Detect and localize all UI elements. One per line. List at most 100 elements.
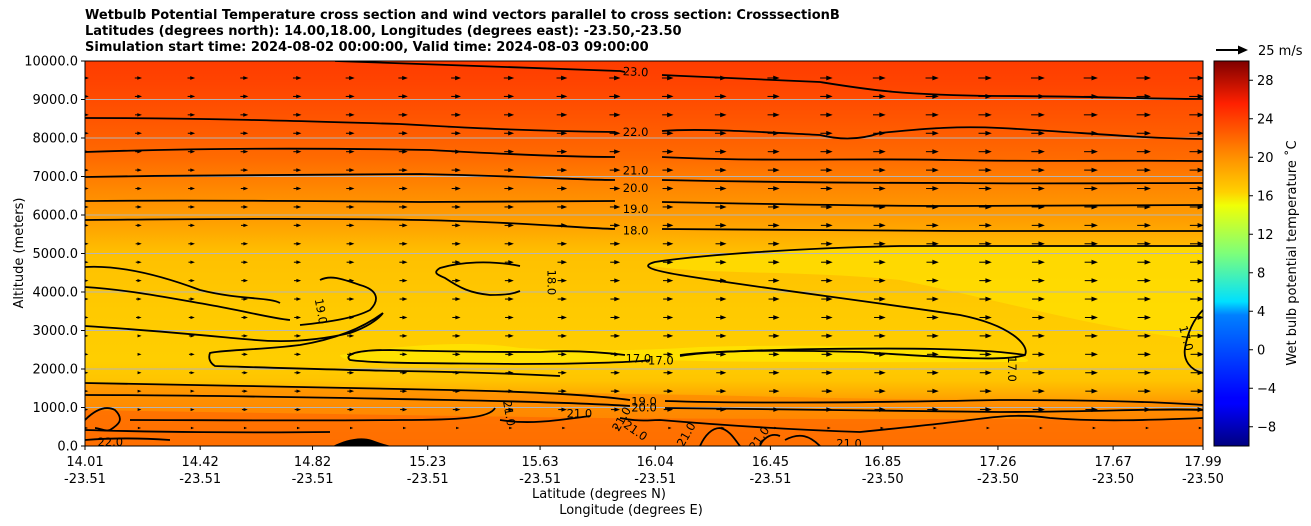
wind-vector [451,186,461,191]
wind-vector [821,278,833,284]
wind-vector [873,167,886,173]
wind-vector [188,352,195,356]
colorbar-tick-label: −8 [1257,420,1276,435]
x-tick-label-lon: -23.51 [749,472,791,487]
wind-vector [399,334,408,338]
wind-vector [610,389,620,394]
x-axis-label-latitude: Latitude (degrees N) [532,487,666,502]
wind-vector [503,112,515,118]
wind-vector [979,241,992,247]
wind-vector [1039,426,1043,430]
wind-vector [662,167,674,173]
y-tick-label: 10000.0 [24,55,78,70]
wind-vector [821,259,833,265]
x-tick-label-lon: -23.51 [634,472,676,487]
contour-18-pocket [435,261,521,296]
wind-vector [1190,315,1203,320]
terrain [333,438,392,446]
wind-vector [1137,370,1151,376]
x-tick-label-lat: 16.45 [752,455,789,470]
wind-vector [85,279,89,282]
wind-vector [505,315,514,320]
wind-vector [610,223,621,228]
wind-vector [663,352,674,357]
wind-vector [662,149,674,155]
wind-vector [399,241,408,246]
wind-vector [663,296,674,302]
contour-lines [85,61,1203,446]
wind-vector [1031,222,1045,228]
wind-vector [1190,351,1203,357]
wind-vector [874,370,886,376]
wind-vector [767,186,780,191]
wind-vector [241,315,248,320]
wind-vector [240,112,249,117]
contour-20-upper [85,173,1203,185]
wind-vector [85,426,89,430]
wind-vector [505,352,514,357]
wind-vector [979,315,992,320]
wind-vector [294,352,302,357]
wind-vector [556,112,568,118]
contour-label: 22.0 [623,125,649,139]
wind-vector [663,315,674,320]
title-line-2: Latitudes (degrees north): 14.00,18.00, … [85,24,682,39]
wind-vector [398,112,408,117]
wind-vector [715,186,727,191]
wind-vector [241,371,248,375]
wind-vector [872,75,886,81]
wind-vector [1190,296,1203,302]
wind-vector [557,315,567,320]
wind-vector [241,242,249,246]
wind-vector [978,149,992,155]
wind-vector [241,260,249,264]
wind-vector [240,149,249,154]
x-tick-label-lon: -23.50 [1092,472,1134,487]
wind-vector [716,333,727,339]
wind-vector [1189,112,1203,118]
x-tick-label-lon: -23.50 [862,472,904,487]
wind-vector [1031,241,1045,247]
wind-vector [1136,167,1151,173]
wind-vector [452,297,461,302]
wind-vector [820,186,833,191]
wind-vector [558,407,567,412]
wind-vector [451,112,461,118]
surface-warm-layer [85,410,1203,446]
wind-vector [241,389,248,393]
x-tick-label-lat: 14.82 [294,455,331,470]
contour-23 [334,61,1203,100]
contour-label: 19.0 [312,297,330,325]
x-tick-label-lat: 14.42 [182,455,219,470]
wind-vector [451,75,462,81]
wind-vector [187,113,196,117]
y-tick-label: 6000.0 [33,209,79,224]
colorbar-tick-label: −4 [1257,382,1276,397]
wind-vector [768,296,780,302]
wind-vector [188,260,195,264]
wind-vector [663,370,674,375]
wind-vector [663,278,674,283]
wind-vector [557,186,568,191]
x-tick-label-lat: 17.26 [979,455,1016,470]
wind-vector [1137,259,1151,265]
wind-vector [769,388,780,394]
x-tick-label-lon: -23.51 [179,472,221,487]
contour-label: 21.0 [623,164,649,178]
svg-text:22.0: 22.0 [97,435,123,449]
colorbar-tick-label: 4 [1257,305,1265,320]
svg-text:17.0: 17.0 [648,354,674,368]
wind-vector [1189,186,1203,191]
wind-vector [241,352,248,356]
wind-vector [503,75,515,81]
wind-vector [926,222,939,228]
wind-vector [1137,296,1151,302]
wind-vector [293,278,302,283]
wind-vector [187,131,196,136]
wind-vector [240,76,249,80]
wind-vector [137,371,142,375]
wind-vectors [85,75,1203,430]
wind-vector [1189,75,1203,81]
wind-vector [827,426,831,430]
svg-text:18.0: 18.0 [623,223,649,237]
